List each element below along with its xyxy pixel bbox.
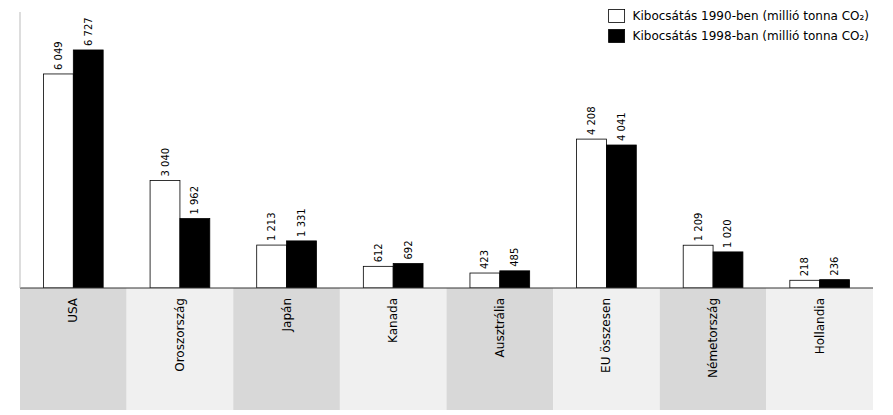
legend-label: Kibocsátás 1998-ban (millió tonna CO₂): [633, 29, 869, 43]
bar: [43, 74, 73, 288]
x-tick-label: Ausztrália: [493, 298, 507, 357]
data-label: 692: [403, 240, 414, 259]
bar: [150, 180, 180, 288]
bar: [180, 219, 210, 288]
category-stripe: [340, 288, 447, 410]
data-label: 1 331: [296, 208, 307, 237]
data-label: 218: [799, 257, 810, 276]
bar: [820, 280, 850, 288]
bar: [606, 145, 636, 288]
bar: [577, 139, 607, 288]
data-label: 485: [509, 248, 520, 267]
bar: [713, 252, 743, 288]
x-tick-label: EU összesen: [599, 298, 613, 373]
data-label: 4 041: [616, 112, 627, 141]
data-label: 1 962: [189, 186, 200, 215]
category-stripe: [553, 288, 660, 410]
bar: [683, 245, 713, 288]
data-label: 1 209: [693, 213, 704, 242]
category-stripes: [20, 288, 873, 410]
bar: [500, 271, 530, 288]
x-tick-label: USA: [66, 297, 80, 323]
data-labels: 6 049 3 040 1 213 612 423 4 208 1 209 218 6 727 1…: [53, 17, 840, 276]
y-axis-line: [20, 12, 21, 288]
bar: [470, 273, 500, 288]
x-tick-label: Japán: [280, 298, 294, 332]
category-stripe: [766, 288, 873, 410]
legend: Kibocsátás 1990-ben (millió tonna CO₂) Ki…: [609, 9, 869, 43]
data-label: 1 213: [266, 212, 277, 241]
data-label: 236: [829, 257, 840, 276]
x-tick-labels: USA Oroszország Japán Kanada Ausztrália EU ös…: [66, 297, 826, 378]
x-tick-label: Kanada: [386, 298, 400, 343]
bar: [257, 245, 287, 288]
chart-svg: 6 049 3 040 1 213 612 423 4 208 1 209 218 6 727 1…: [0, 0, 893, 415]
data-label: 3 040: [160, 148, 171, 177]
x-tick-label: Hollandia: [813, 298, 827, 354]
chart-container: 6 049 3 040 1 213 612 423 4 208 1 209 218 6 727 1…: [0, 0, 893, 415]
data-label: 1 020: [722, 219, 733, 248]
x-axis-line: [20, 288, 873, 289]
data-label: 612: [373, 243, 384, 262]
category-stripe: [660, 288, 767, 410]
bar: [393, 264, 423, 288]
category-stripe: [20, 288, 127, 410]
x-tick-label: Németország: [706, 298, 720, 378]
x-tick-label: Oroszország: [173, 298, 187, 372]
data-label: 4 208: [586, 106, 597, 135]
category-stripe: [127, 288, 234, 410]
bar: [363, 266, 393, 288]
data-label: 423: [479, 250, 490, 269]
bar: [790, 280, 820, 288]
data-label: 6 049: [53, 41, 64, 70]
data-label: 6 727: [83, 17, 94, 46]
legend-swatch: [609, 10, 625, 23]
bar: [73, 50, 103, 288]
legend-swatch: [609, 30, 625, 43]
bars: [43, 50, 849, 288]
category-stripe: [447, 288, 554, 410]
category-stripe: [233, 288, 340, 410]
legend-label: Kibocsátás 1990-ben (millió tonna CO₂): [633, 9, 869, 23]
bar: [287, 241, 317, 288]
